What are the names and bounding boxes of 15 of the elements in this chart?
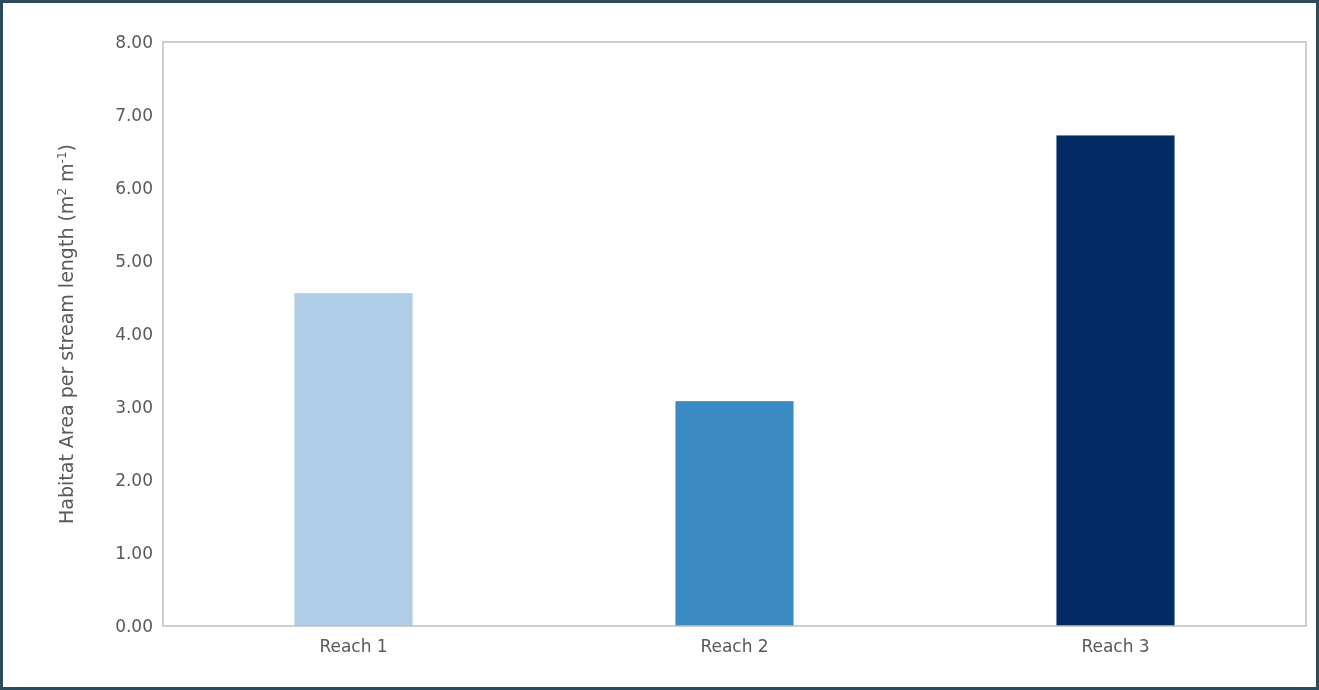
y-tick-label: 5.00: [115, 250, 153, 271]
bar: [1056, 135, 1175, 626]
x-tick-label: Reach 3: [1081, 636, 1150, 657]
y-tick-label: 2.00: [115, 469, 153, 490]
x-tick-label: Reach 1: [319, 636, 388, 657]
y-tick-label: 7.00: [115, 104, 153, 125]
y-tick-label: 1.00: [115, 542, 153, 563]
y-tick-label: 6.00: [115, 177, 153, 198]
x-tick-label: Reach 2: [700, 636, 769, 657]
bar: [294, 293, 413, 626]
y-tick-label: 4.00: [115, 323, 153, 344]
bar: [675, 401, 794, 626]
y-tick-label: 3.00: [115, 396, 153, 417]
y-tick-label: 8.00: [115, 31, 153, 52]
y-tick-label: 0.00: [115, 615, 153, 636]
